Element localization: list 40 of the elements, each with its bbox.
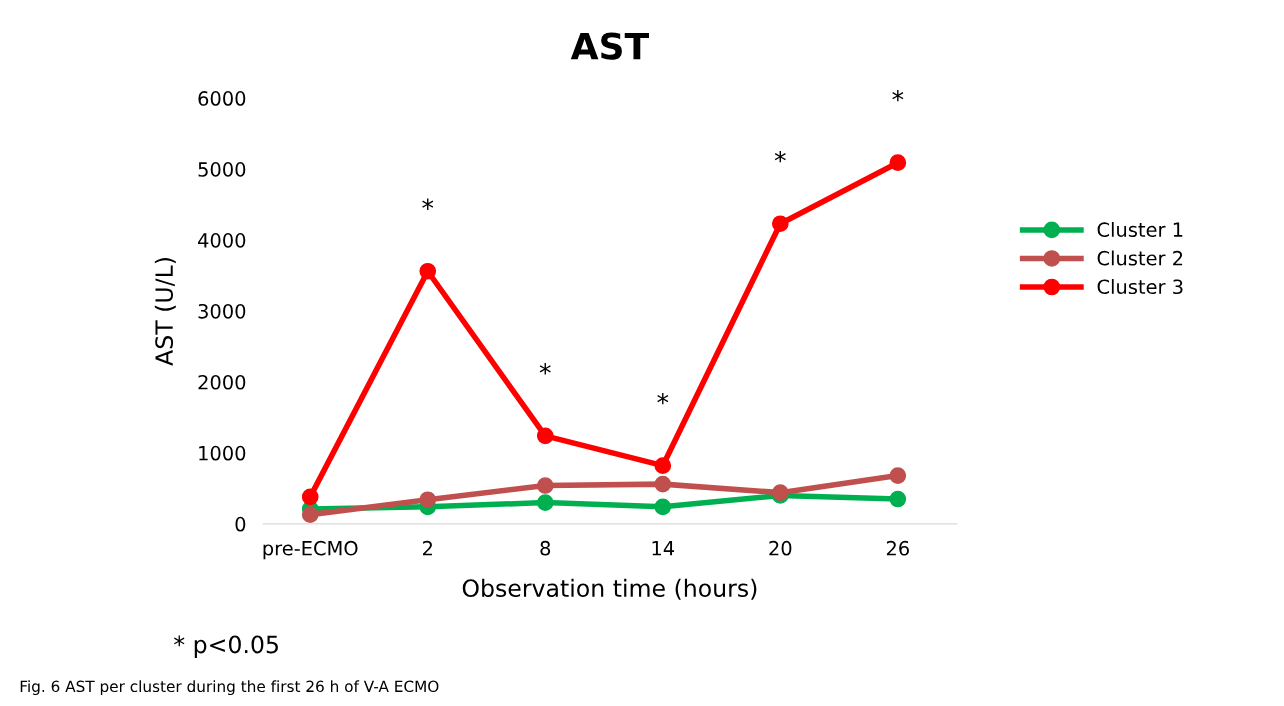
legend-label: Cluster 2: [1097, 250, 1183, 266]
point: [654, 457, 672, 475]
point: [889, 467, 907, 484]
annotation: *: [657, 392, 669, 405]
y-axis-title: AST (U/L): [154, 258, 176, 366]
legend-label: Cluster 3: [1097, 279, 1183, 295]
point: [654, 498, 672, 516]
x-tick-label: 8: [540, 540, 551, 556]
point: [301, 506, 319, 523]
point: [419, 491, 437, 509]
point: [301, 488, 319, 506]
annotation: *: [892, 89, 904, 102]
point: [536, 427, 554, 445]
point: [654, 475, 672, 493]
y-tick-label: 4000: [198, 233, 246, 248]
chart-title: AST: [570, 32, 649, 60]
x-tick-label: 2: [422, 540, 432, 556]
point: [771, 215, 789, 233]
text: * p<0.05: [174, 635, 278, 658]
legend-label: Cluster 1: [1097, 221, 1183, 238]
y-tick-label: 3000: [198, 303, 246, 319]
y-tick-label: 1000: [199, 445, 246, 461]
caption: Fig. 6 AST per cluster during the first 26 h of V-A ECMO: [20, 680, 439, 696]
x-tick-label: 26: [886, 540, 909, 556]
y-tick-label: 2000: [198, 374, 246, 390]
x-axis-title: Observation time (hours): [462, 578, 757, 600]
point: [889, 490, 907, 508]
point: [536, 494, 554, 511]
annotation: *: [422, 198, 434, 210]
annotation: *: [774, 150, 786, 163]
x-tick-label: pre-ECMO: [263, 540, 358, 560]
point: [889, 154, 907, 172]
annotation: *: [539, 363, 551, 375]
point: [419, 262, 437, 280]
x-tick-label: 14: [652, 541, 675, 556]
y-tick-label: 0: [235, 516, 246, 532]
y-tick-label: 6000: [198, 91, 246, 106]
x-tick-label: 20: [769, 540, 792, 556]
y-tick-label: 5000: [198, 162, 246, 177]
point: [536, 477, 554, 494]
